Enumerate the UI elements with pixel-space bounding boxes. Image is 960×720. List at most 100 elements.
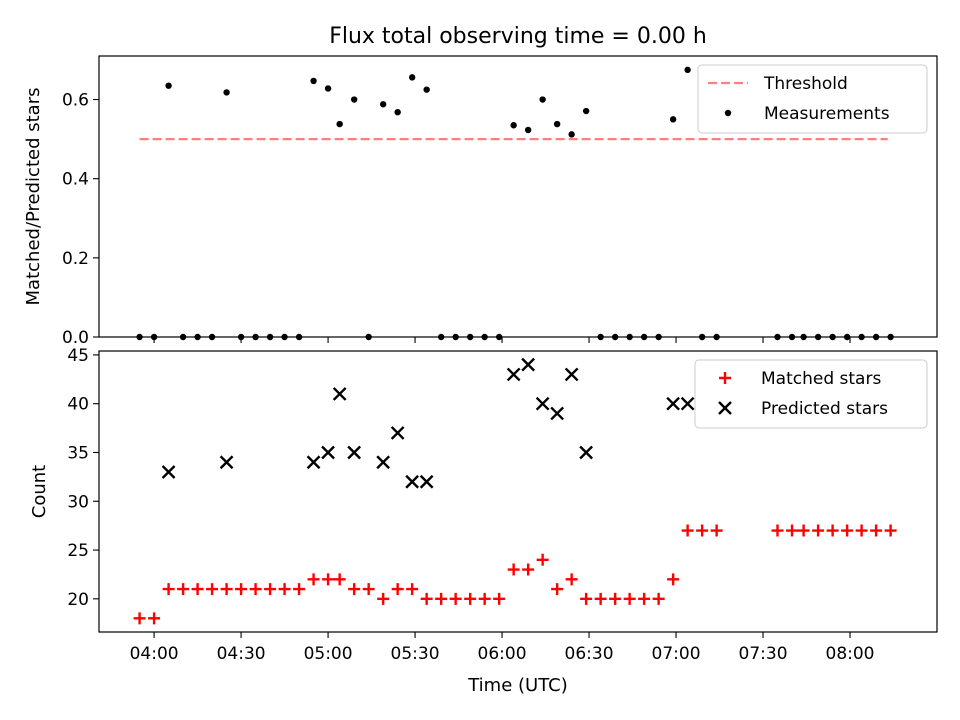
- ratio-plot-frame: [98, 55, 938, 338]
- y-tick-label: 0.2: [62, 249, 89, 269]
- matched-stars-point: [333, 573, 346, 586]
- x-tick-label: 07:00: [652, 644, 701, 664]
- count-x-ticks: 04:00 04:30 05:00 05:30 06:00 06:30 07:00 07:30…: [130, 632, 875, 664]
- legend-label: Matched stars: [761, 369, 881, 389]
- matched-stars-point: [855, 524, 868, 537]
- matched-stars-point: [435, 592, 448, 605]
- matched-stars-point: [623, 592, 636, 605]
- matched-stars-point: [507, 563, 520, 576]
- measurement-point: [510, 122, 517, 129]
- y-tick-label: 20: [67, 590, 89, 610]
- matched-stars-point: [220, 583, 233, 596]
- matched-stars-point: [841, 524, 854, 537]
- matched-stars-point: [522, 563, 535, 576]
- matched-stars-point: [464, 592, 477, 605]
- matched-stars-point: [362, 583, 375, 596]
- predicted-stars-point: [390, 426, 405, 440]
- predicted-stars-point: [666, 396, 680, 411]
- ratio-legend: Threshold Measurements: [697, 64, 928, 134]
- measurement-point: [684, 66, 691, 74]
- legend-predicted-swatch: [718, 401, 732, 415]
- legend-label: Threshold: [763, 74, 848, 94]
- count-legend: Matched stars Predicted stars: [694, 359, 928, 429]
- measurement-point: [223, 89, 230, 96]
- count-y-ticks: 20 25 30 35 40 45: [67, 346, 99, 610]
- y-tick-label: 0.4: [62, 170, 89, 190]
- ratio-y-ticks: 0.0 0.2 0.4 0.6: [62, 91, 99, 348]
- x-tick-label: 07:30: [739, 644, 788, 664]
- matched-stars-point: [638, 592, 651, 605]
- predicted-stars-point: [419, 474, 434, 489]
- count-y-axis-label: Count: [29, 465, 50, 518]
- measurement-point: [539, 96, 546, 103]
- legend-measurements-swatch: [724, 109, 732, 117]
- matched-stars-point: [826, 524, 839, 537]
- ratio-y-axis-label: Matched/Predicted stars: [23, 88, 44, 306]
- matched-stars-point: [771, 524, 784, 537]
- count-x-axis-label: Time (UTC): [467, 675, 568, 696]
- matched-stars-point: [652, 592, 665, 605]
- matched-stars-point: [812, 524, 825, 537]
- measurement-point: [165, 82, 172, 89]
- matched-stars-point: [307, 573, 320, 586]
- measurement-point: [350, 96, 358, 103]
- matched-stars-point: [478, 592, 491, 605]
- x-tick-label: 05:00: [304, 644, 353, 664]
- matched-stars-point: [594, 592, 607, 605]
- matched-stars-point: [133, 612, 146, 625]
- matched-stars-point: [406, 583, 419, 596]
- ratio-x-ticks: [153, 337, 851, 343]
- measurement-point: [310, 77, 317, 85]
- predicted-stars-point: [332, 387, 347, 401]
- measurement-point: [408, 74, 416, 81]
- measurement-point: [524, 126, 532, 134]
- matched-stars-point: [609, 592, 622, 605]
- matched-stars-point: [884, 524, 897, 537]
- predicted-stars-point: [535, 396, 550, 411]
- matched-stars-point: [681, 524, 694, 537]
- legend-label: Predicted stars: [761, 399, 888, 419]
- matched-stars-point: [191, 583, 204, 596]
- predicted-stars-point: [347, 445, 362, 460]
- chart-title: Flux total observing time = 0.00 h: [329, 24, 707, 49]
- matched-stars-point: [391, 583, 404, 596]
- y-tick-label: 0.6: [62, 91, 89, 111]
- x-tick-label: 05:30: [391, 644, 440, 664]
- y-tick-label: 25: [67, 541, 89, 561]
- predicted-stars-point: [579, 445, 593, 460]
- predicted-stars-point: [506, 367, 521, 382]
- ratio-panel: 0.0 0.2 0.4 0.6 Matched/Predicted stars Thr…: [23, 55, 938, 348]
- y-tick-label: 35: [67, 443, 89, 463]
- predicted-stars-point: [161, 465, 176, 479]
- legend-box: [697, 64, 928, 134]
- measurement-point: [394, 109, 401, 116]
- y-tick-label: 40: [67, 395, 89, 415]
- measurement-point: [568, 131, 575, 138]
- measurement-point: [336, 120, 343, 128]
- matched-stars-point: [278, 583, 291, 596]
- count-plot-frame: [98, 350, 938, 633]
- matched-stars-point: [377, 592, 390, 605]
- legend-label: Measurements: [764, 104, 890, 124]
- predicted-stars-point: [550, 406, 564, 421]
- measurement-point: [669, 116, 677, 123]
- y-tick-label: 45: [67, 346, 89, 366]
- matched-stars-point: [148, 612, 161, 625]
- x-tick-label: 06:00: [478, 644, 527, 664]
- matched-stars-point: [449, 592, 462, 605]
- measurement-point: [582, 107, 590, 115]
- legend-box: [694, 359, 928, 429]
- x-tick-label: 06:30: [565, 644, 614, 664]
- predicted-stars-point: [321, 445, 335, 460]
- matched-stars-point: [249, 583, 262, 596]
- matched-stars-point: [667, 573, 680, 586]
- matched-stars-point: [322, 573, 335, 586]
- matched-stars-point: [565, 573, 578, 586]
- predicted-stars-point: [680, 396, 695, 411]
- x-tick-label: 04:30: [217, 644, 266, 664]
- matched-stars-point: [206, 583, 219, 596]
- measurement-point: [553, 120, 561, 128]
- matched-stars-point: [264, 583, 277, 596]
- matched-stars-point: [870, 524, 883, 537]
